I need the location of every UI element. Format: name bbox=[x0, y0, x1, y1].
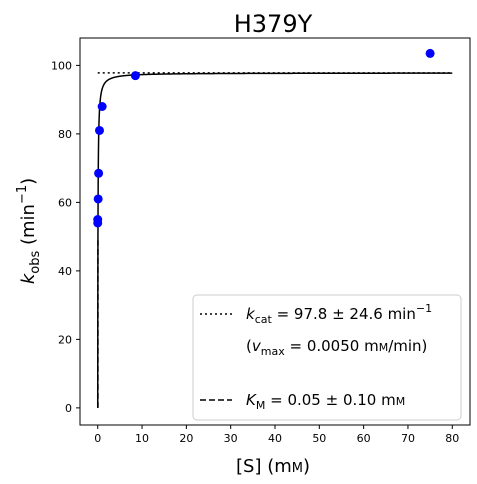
legend-vmax-label: (vmax = 0.0050 mM/min) bbox=[246, 337, 427, 358]
data-point-0-1 bbox=[93, 215, 103, 225]
y-tick-label-4: 80 bbox=[58, 128, 72, 141]
x-tick-label-4: 40 bbox=[268, 432, 282, 445]
y-axis-label: kobs (min−1) bbox=[15, 178, 43, 284]
y-tick-label-2: 40 bbox=[58, 265, 72, 278]
fit-curve bbox=[96, 72, 453, 408]
data-points bbox=[93, 48, 435, 228]
x-tick-label-1: 10 bbox=[135, 432, 149, 445]
x-axis-label: [S] (mM) bbox=[236, 456, 310, 477]
data-point-0-6 bbox=[130, 71, 140, 81]
y-tick-label-0: 0 bbox=[65, 402, 72, 415]
legend: kcat = 97.8 ± 24.6 min−1 (vmax = 0.0050 … bbox=[192, 294, 462, 421]
x-tick-label-0: 0 bbox=[94, 432, 101, 445]
x-tick-label-8: 80 bbox=[445, 432, 459, 445]
legend-km-label: KM = 0.05 ± 0.10 mM bbox=[246, 391, 405, 412]
y-tick-label-3: 60 bbox=[58, 196, 72, 209]
x-tick-label-3: 30 bbox=[224, 432, 238, 445]
chart-title: H379Y bbox=[234, 10, 313, 38]
x-tick-label-2: 20 bbox=[179, 432, 193, 445]
data-point-0-4 bbox=[95, 125, 104, 135]
y-tick-label-1: 20 bbox=[58, 333, 72, 346]
x-axis: 0 10 20 30 40 50 60 70 80 bbox=[94, 425, 459, 445]
data-point-0-2 bbox=[93, 194, 103, 204]
data-point-0-7 bbox=[425, 48, 435, 58]
y-axis: 0 20 40 60 80 100 bbox=[51, 59, 80, 415]
legend-box bbox=[192, 294, 462, 421]
x-tick-label-6: 60 bbox=[357, 432, 371, 445]
legend-kcat-label: kcat = 97.8 ± 24.6 min−1 bbox=[246, 302, 432, 326]
x-tick-label-5: 50 bbox=[312, 432, 326, 445]
data-point-0-3 bbox=[94, 168, 104, 178]
data-point-0-5 bbox=[97, 101, 107, 111]
x-tick-label-7: 70 bbox=[401, 432, 415, 445]
y-tick-label-5: 100 bbox=[51, 59, 72, 72]
